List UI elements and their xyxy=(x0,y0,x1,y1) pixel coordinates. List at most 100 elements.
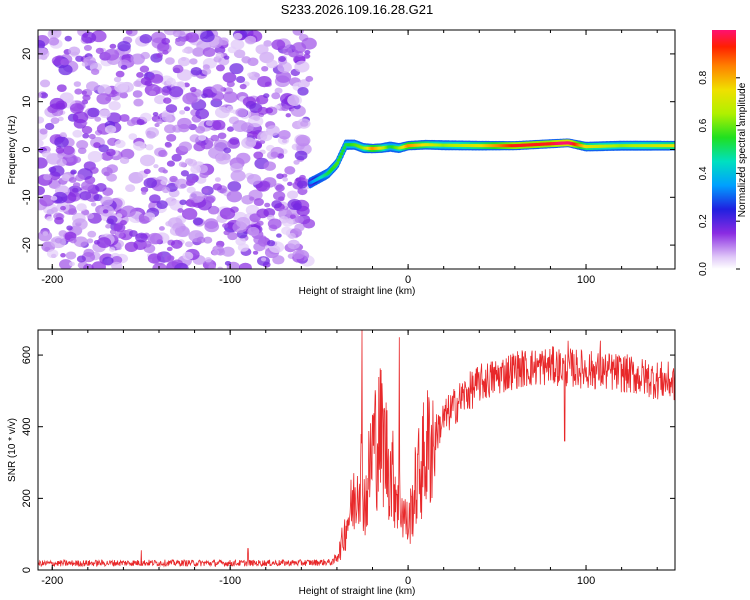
noise-blob xyxy=(222,72,237,83)
noise-blob xyxy=(95,183,107,192)
noise-blob xyxy=(120,205,136,218)
noise-blob xyxy=(147,232,163,245)
noise-blob xyxy=(198,134,207,141)
noise-blob xyxy=(111,255,123,265)
snr-panel: -200 -100 0 100 0 200 400 600 Height of straigh… xyxy=(7,329,676,597)
noise-blob xyxy=(38,116,45,124)
noise-blob xyxy=(186,186,196,194)
noise-blob xyxy=(263,161,276,171)
colorbar-tick-label: 0.4 xyxy=(698,166,709,180)
noise-blob xyxy=(255,44,269,55)
noise-blob xyxy=(83,44,92,52)
noise-blob xyxy=(172,64,184,74)
track-core xyxy=(341,149,345,153)
noise-blob xyxy=(119,92,128,99)
noise-blob xyxy=(105,224,112,229)
noise-blob xyxy=(139,215,150,225)
noise-blob xyxy=(150,74,164,84)
noise-blob xyxy=(289,214,296,219)
noise-blob xyxy=(39,128,48,135)
noise-blob xyxy=(281,226,292,235)
noise-blob xyxy=(287,239,300,250)
noise-blob xyxy=(82,94,91,101)
noise-blob xyxy=(95,47,104,54)
noise-blob xyxy=(294,150,308,161)
noise-blob xyxy=(294,60,310,73)
noise-blob xyxy=(125,184,136,193)
noise-blob xyxy=(202,188,209,194)
track-core xyxy=(342,146,347,150)
noise-blob xyxy=(166,160,175,167)
noise-blob xyxy=(74,88,83,95)
noise-blob xyxy=(143,168,151,175)
noise-blob xyxy=(48,37,60,46)
snr-ticks: -200 -100 0 100 0 200 400 600 xyxy=(21,330,675,587)
x-tick-label: -200 xyxy=(41,575,63,587)
y-tick-label: 20 xyxy=(21,48,33,60)
noise-blob xyxy=(224,260,232,266)
noise-blob xyxy=(276,173,284,180)
noise-blob xyxy=(182,92,198,105)
noise-blob xyxy=(39,79,51,88)
noise-blob xyxy=(120,148,135,160)
snr-x-label: Height of straight line (km) xyxy=(299,586,416,597)
noise-blob xyxy=(273,191,286,201)
noise-blob xyxy=(161,89,170,96)
y-tick-label: 600 xyxy=(21,346,33,364)
noise-blob xyxy=(165,221,173,227)
noise-blob xyxy=(184,241,193,248)
noise-blob xyxy=(174,178,189,189)
noise-blob xyxy=(88,133,96,140)
noise-blob xyxy=(154,123,160,128)
noise-blob xyxy=(102,256,114,266)
noise-blob xyxy=(119,114,130,122)
noise-blob xyxy=(227,46,237,54)
noise-blob xyxy=(278,55,286,62)
noise-blob xyxy=(69,237,77,244)
noise-blob xyxy=(247,72,253,77)
noise-blob xyxy=(187,159,198,167)
noise-blob xyxy=(100,196,113,206)
noise-blob xyxy=(174,262,189,269)
noise-blob xyxy=(264,202,271,208)
noise-blob xyxy=(120,64,128,70)
noise-blob xyxy=(177,117,192,130)
noise-blob xyxy=(38,139,44,148)
noise-blob xyxy=(222,91,238,103)
noise-blob xyxy=(72,218,88,231)
noise-blob xyxy=(305,75,314,82)
noise-blob xyxy=(77,147,87,155)
y-tick-label: 200 xyxy=(21,489,33,507)
noise-blob xyxy=(87,107,100,118)
noise-blob xyxy=(103,171,110,177)
noise-blob xyxy=(163,97,172,104)
noise-blob xyxy=(141,190,147,195)
noise-blob xyxy=(108,100,121,111)
noise-blob xyxy=(207,205,220,215)
noise-blob xyxy=(111,89,118,95)
noise-blob xyxy=(249,196,255,201)
noise-blob xyxy=(227,181,242,192)
noise-blob xyxy=(232,120,248,132)
noise-blob xyxy=(83,263,94,269)
noise-blob xyxy=(182,48,188,54)
noise-blob xyxy=(117,40,131,52)
noise-blob xyxy=(263,93,270,99)
noise-blob xyxy=(72,187,79,193)
noise-blob xyxy=(263,207,276,218)
noise-blob xyxy=(129,230,138,237)
noise-blob xyxy=(215,52,224,59)
noise-blob xyxy=(296,180,308,189)
noise-blob xyxy=(90,68,100,76)
noise-blob xyxy=(76,203,87,212)
noise-blob xyxy=(260,131,273,142)
noise-blob xyxy=(65,251,77,260)
noise-blob xyxy=(267,218,282,230)
noise-blob xyxy=(292,30,304,36)
noise-blob xyxy=(189,86,197,93)
spectrogram-y-label: Frequency (Hz) xyxy=(7,116,18,185)
noise-blob xyxy=(43,173,52,181)
noise-blob xyxy=(223,147,232,154)
noise-blob xyxy=(218,37,229,46)
